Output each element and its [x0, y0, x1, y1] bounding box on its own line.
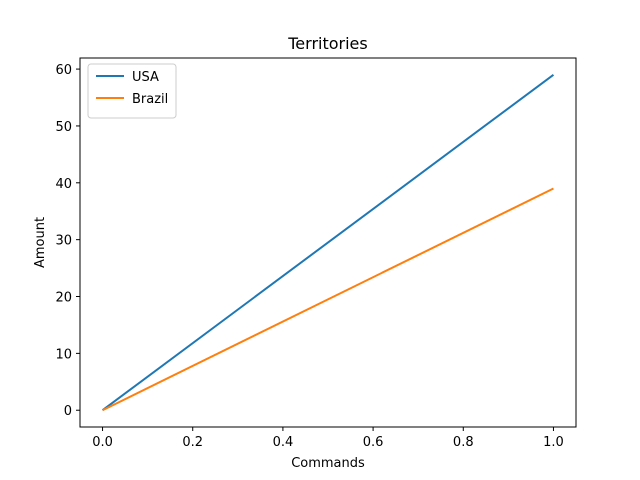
plot-area: [79, 57, 577, 428]
x-tick-label: 0.2: [182, 435, 203, 450]
x-tick-label: 0.4: [273, 435, 294, 450]
y-axis-ticks: 0 10 20 30 40 50 60: [55, 63, 80, 419]
x-tick-label: 0.6: [363, 435, 384, 450]
y-tick-label: 30: [55, 234, 72, 249]
x-axis-title: Commands: [291, 456, 365, 471]
y-tick-label: 10: [55, 347, 72, 362]
series-line-usa: [101, 73, 555, 412]
x-tick-label: 1.0: [543, 435, 564, 450]
chart-title: Territories: [287, 34, 367, 53]
legend-frame: [87, 63, 177, 119]
y-tick-label: 40: [55, 177, 72, 192]
y-tick-label: 0: [64, 404, 72, 419]
legend-label-usa: USA: [132, 70, 159, 85]
plot-frame: [79, 57, 577, 428]
legend: USA Brazil: [87, 63, 177, 119]
y-tick-label: 50: [55, 120, 72, 135]
series-layer: [101, 73, 555, 412]
x-tick-label: 0.0: [92, 435, 113, 450]
y-tick-label: 60: [55, 63, 72, 78]
x-tick-label: 0.8: [453, 435, 474, 450]
y-tick-label: 20: [55, 291, 72, 306]
series-line-brazil: [102, 187, 554, 412]
y-axis-title: Amount: [33, 217, 48, 268]
x-axis-ticks: 0.0 0.2 0.4 0.6 0.8 1.0: [92, 427, 564, 450]
legend-label-brazil: Brazil: [132, 92, 168, 107]
